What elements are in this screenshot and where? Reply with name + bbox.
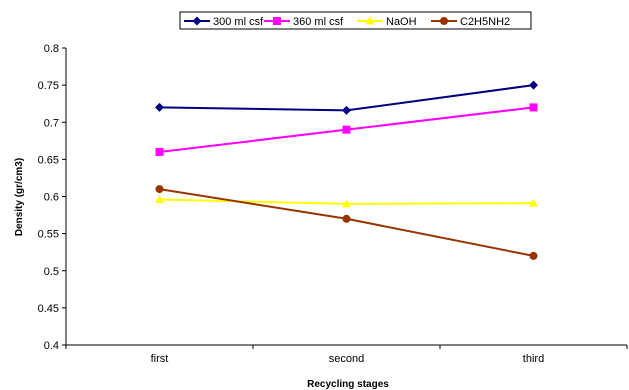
legend-marker [365, 16, 375, 25]
x-tick-label: third [523, 353, 544, 365]
legend-label: 360 ml csf [293, 16, 344, 28]
y-tick-label: 0.7 [44, 117, 59, 129]
data-point [155, 147, 164, 156]
data-point [342, 125, 351, 134]
plot-area [155, 80, 538, 260]
y-tick-label: 0.45 [38, 303, 59, 315]
data-point [529, 198, 538, 207]
x-tick-label: first [151, 353, 169, 365]
legend-entry: 300 ml csf [184, 16, 264, 28]
legend-entry: C2H5NH2 [431, 16, 510, 28]
data-point [155, 185, 164, 194]
data-point [529, 103, 538, 112]
y-tick-label: 0.55 [38, 229, 59, 241]
series-0 [155, 80, 538, 115]
y-tick-label: 0.75 [38, 80, 59, 92]
data-point [342, 105, 351, 115]
series-1 [155, 103, 538, 156]
x-axis-label: Recycling stages [307, 379, 389, 390]
y-axis-label: Density (gr/cm3) [14, 158, 25, 236]
axes: 0.4 0.45 0.5 0.55 0.6 0.65 0.7 0.75 0.8 first seco… [38, 43, 628, 365]
series-3 [155, 185, 538, 260]
legend-marker [273, 17, 281, 25]
data-point [342, 199, 351, 208]
legend: 300 ml csf 360 ml csf NaOH C2H5NH2 [179, 11, 532, 30]
series-2 [155, 194, 538, 208]
data-point [342, 214, 351, 223]
data-point [155, 102, 164, 112]
y-tick-label: 0.8 [44, 43, 59, 55]
legend-entry: 360 ml csf [264, 16, 344, 28]
data-point [529, 251, 538, 260]
legend-label: 300 ml csf [213, 16, 264, 28]
legend-entry: NaOH [357, 16, 417, 28]
y-tick-label: 0.65 [38, 154, 59, 166]
legend-marker [192, 16, 202, 26]
legend-label: C2H5NH2 [460, 16, 510, 28]
y-tick-label: 0.6 [44, 192, 59, 204]
y-tick-label: 0.5 [44, 266, 59, 278]
data-point [155, 194, 164, 203]
legend-label: NaOH [386, 16, 417, 28]
x-tick-label: second [329, 353, 364, 365]
data-point [529, 80, 538, 90]
y-tick-label: 0.4 [44, 340, 59, 352]
legend-marker [440, 17, 448, 25]
